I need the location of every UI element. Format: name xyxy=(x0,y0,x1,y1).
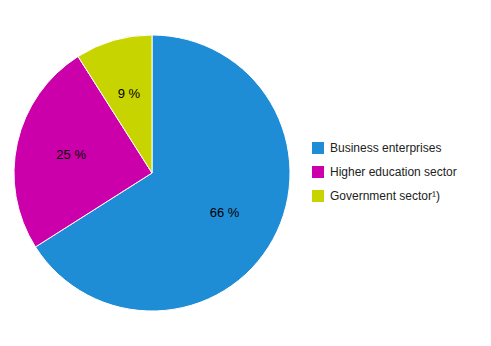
legend: Business enterprises Higher education sec… xyxy=(312,141,457,203)
legend-label: Government sector¹) xyxy=(330,189,440,203)
chart-container: 66 % 25 % 9 % Business enterprises Higher ed… xyxy=(0,0,491,346)
data-label: 9 % xyxy=(118,86,141,101)
legend-label: Higher education sector xyxy=(330,165,457,179)
data-label: 66 % xyxy=(210,205,240,220)
background xyxy=(0,0,491,346)
legend-swatch xyxy=(312,142,324,154)
data-label: 25 % xyxy=(56,147,86,162)
pie-slice xyxy=(78,35,152,173)
pie-slice xyxy=(14,56,152,246)
legend-swatch xyxy=(312,166,324,178)
pie-slices xyxy=(14,35,290,311)
legend-swatch xyxy=(312,190,324,202)
data-labels: 66 % 25 % 9 % xyxy=(56,86,239,220)
legend-label: Business enterprises xyxy=(330,141,441,155)
chart: 66 % 25 % 9 % Business enterprises Higher ed… xyxy=(0,0,491,346)
